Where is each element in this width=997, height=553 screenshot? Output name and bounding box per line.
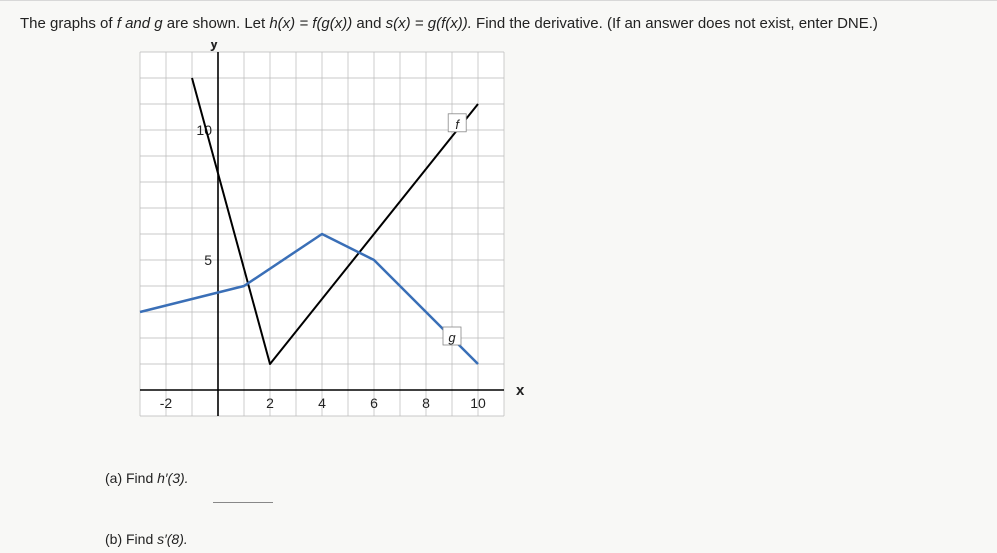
svg-text:5: 5 [204, 252, 212, 268]
text: and [352, 15, 385, 32]
svg-text:8: 8 [422, 395, 430, 411]
part-a: (a) Find h′(3). [105, 470, 977, 503]
chart-container: -2246810510xyfg [130, 42, 977, 446]
hdef: h(x) = f(g(x)) [269, 15, 352, 32]
svg-text:-2: -2 [160, 395, 173, 411]
svg-text:10: 10 [470, 395, 486, 411]
text: The graphs of [20, 15, 117, 32]
chart: -2246810510xyfg [130, 42, 534, 446]
svg-text:y: y [210, 42, 219, 52]
svg-text:g: g [448, 330, 456, 345]
svg-text:6: 6 [370, 395, 378, 411]
svg-text:4: 4 [318, 395, 326, 411]
problem-statement: The graphs of f and g are shown. Let h(x… [20, 13, 977, 34]
part-b-label: (b) Find [105, 531, 157, 547]
svg-text:2: 2 [266, 395, 274, 411]
sdef: s(x) = g(f(x)). [386, 15, 472, 32]
text-fg: f and g [117, 15, 163, 32]
part-a-func: h′(3). [157, 470, 188, 486]
text: are shown. Let [163, 15, 270, 32]
part-b: (b) Find s′(8). [105, 531, 977, 547]
svg-text:x: x [516, 382, 525, 399]
part-b-func: s′(8). [157, 531, 188, 547]
text: Find the derivative. (If an answer does … [472, 15, 878, 32]
part-a-label: (a) Find [105, 470, 157, 486]
answer-line-a[interactable] [213, 488, 273, 503]
